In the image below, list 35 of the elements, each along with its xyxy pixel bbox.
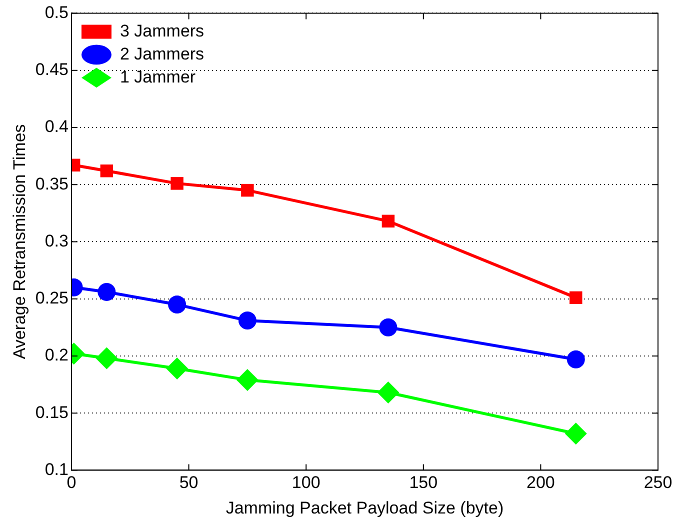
y-tick-label: 0.4 [44,117,68,136]
y-tick-label: 0.1 [44,460,68,479]
point [168,296,186,314]
point [98,282,116,301]
point [236,368,258,391]
y-tick-label: 0.2 [44,346,68,365]
point [377,382,400,404]
x-axis-title: Jamming Packet Payload Size (byte) [226,498,504,518]
legend-label: 1 Jammer [120,67,196,86]
x-tick-label: 100 [292,473,320,492]
point [570,291,582,304]
x-tick-label: 150 [409,473,438,492]
y-tick-label: 0.3 [44,231,68,250]
point [564,422,587,445]
y-tick-label: 0.45 [35,60,68,80]
point [170,177,184,190]
point [566,350,585,368]
point [96,347,118,370]
point [238,312,256,330]
point [379,318,398,336]
x-tick-label: 50 [179,473,198,492]
x-tick-label: 200 [526,473,555,492]
legend-label: 3 Jammers [120,21,204,40]
y-axis-title: Average Retransmission Times [10,124,29,360]
legend-label: 2 Jammers [120,44,204,64]
y-tick-label: 0.25 [35,288,68,308]
y-tick-label: 0.5 [44,2,68,22]
x-tick-label: 0 [66,473,76,492]
y-tick-label: 0.35 [35,174,68,194]
point [100,164,114,178]
y-tick-label: 0.15 [35,402,68,422]
point [382,214,395,228]
point [166,358,188,380]
x-tick-label: 250 [644,473,672,492]
point [241,184,254,197]
